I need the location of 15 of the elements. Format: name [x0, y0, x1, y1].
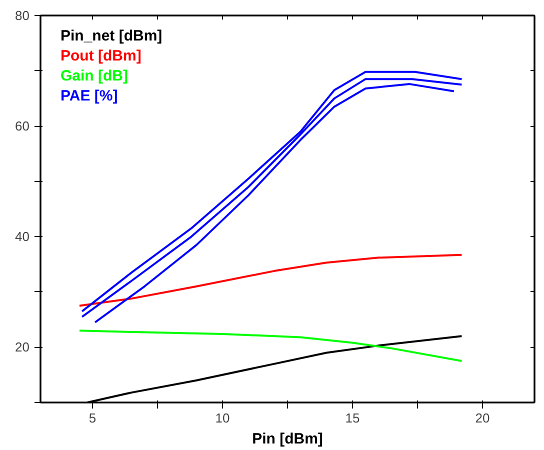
text: Pout [dBm]	[60, 48, 142, 64]
line-series	[78, 330, 463, 362]
line-series	[78, 254, 463, 307]
x-tick-label: 5	[88, 410, 96, 426]
x-tick-label: 10	[215, 410, 230, 426]
text: Gain [dB]	[60, 68, 128, 84]
x-axis-title: Pin [dBm]	[252, 430, 323, 448]
y-tick-label: 60	[15, 118, 30, 134]
legend-label: Pin_net [dBm]	[60, 28, 162, 44]
y-tick-label: 80	[15, 8, 30, 23]
y-tick-label: 40	[15, 229, 30, 244]
y-tick-label: 20	[15, 340, 30, 355]
text: PAE [%]	[60, 88, 118, 104]
x-tick-label: 15	[345, 410, 360, 426]
x-tick-label: 20	[475, 410, 490, 426]
